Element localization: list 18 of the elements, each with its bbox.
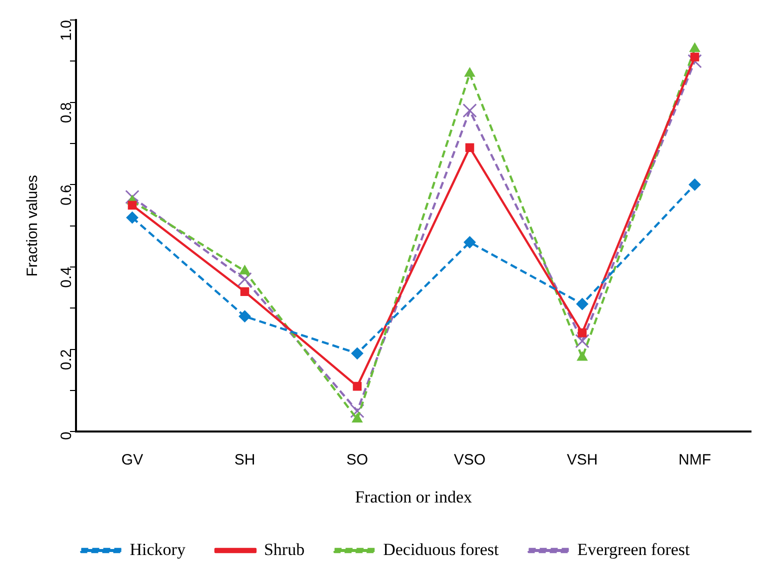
legend-label: Evergreen forest — [577, 540, 690, 559]
y-tick-label: 0.8 — [58, 102, 76, 124]
x-tick-label: GV — [121, 452, 144, 469]
legend-label: Deciduous forest — [383, 540, 500, 559]
x-tick-label: SH — [234, 452, 256, 469]
x-tick-label: SO — [346, 452, 368, 469]
y-tick-label: 0.6 — [58, 184, 76, 206]
x-tick-label: NMF — [678, 452, 711, 469]
y-tick-label: 0.4 — [58, 266, 76, 288]
y-tick-label: 0 — [58, 432, 76, 440]
x-tick-label: VSH — [566, 452, 598, 469]
x-axis-title: Fraction or index — [354, 487, 473, 506]
y-axis-title: Fraction values — [24, 174, 42, 277]
y-tick-label: 1.0 — [58, 20, 76, 41]
legend-label: Shrub — [264, 540, 305, 559]
x-tick-label: VSO — [454, 452, 486, 469]
y-tick-label: 0.2 — [58, 349, 76, 370]
legend-label: Hickory — [130, 540, 186, 559]
